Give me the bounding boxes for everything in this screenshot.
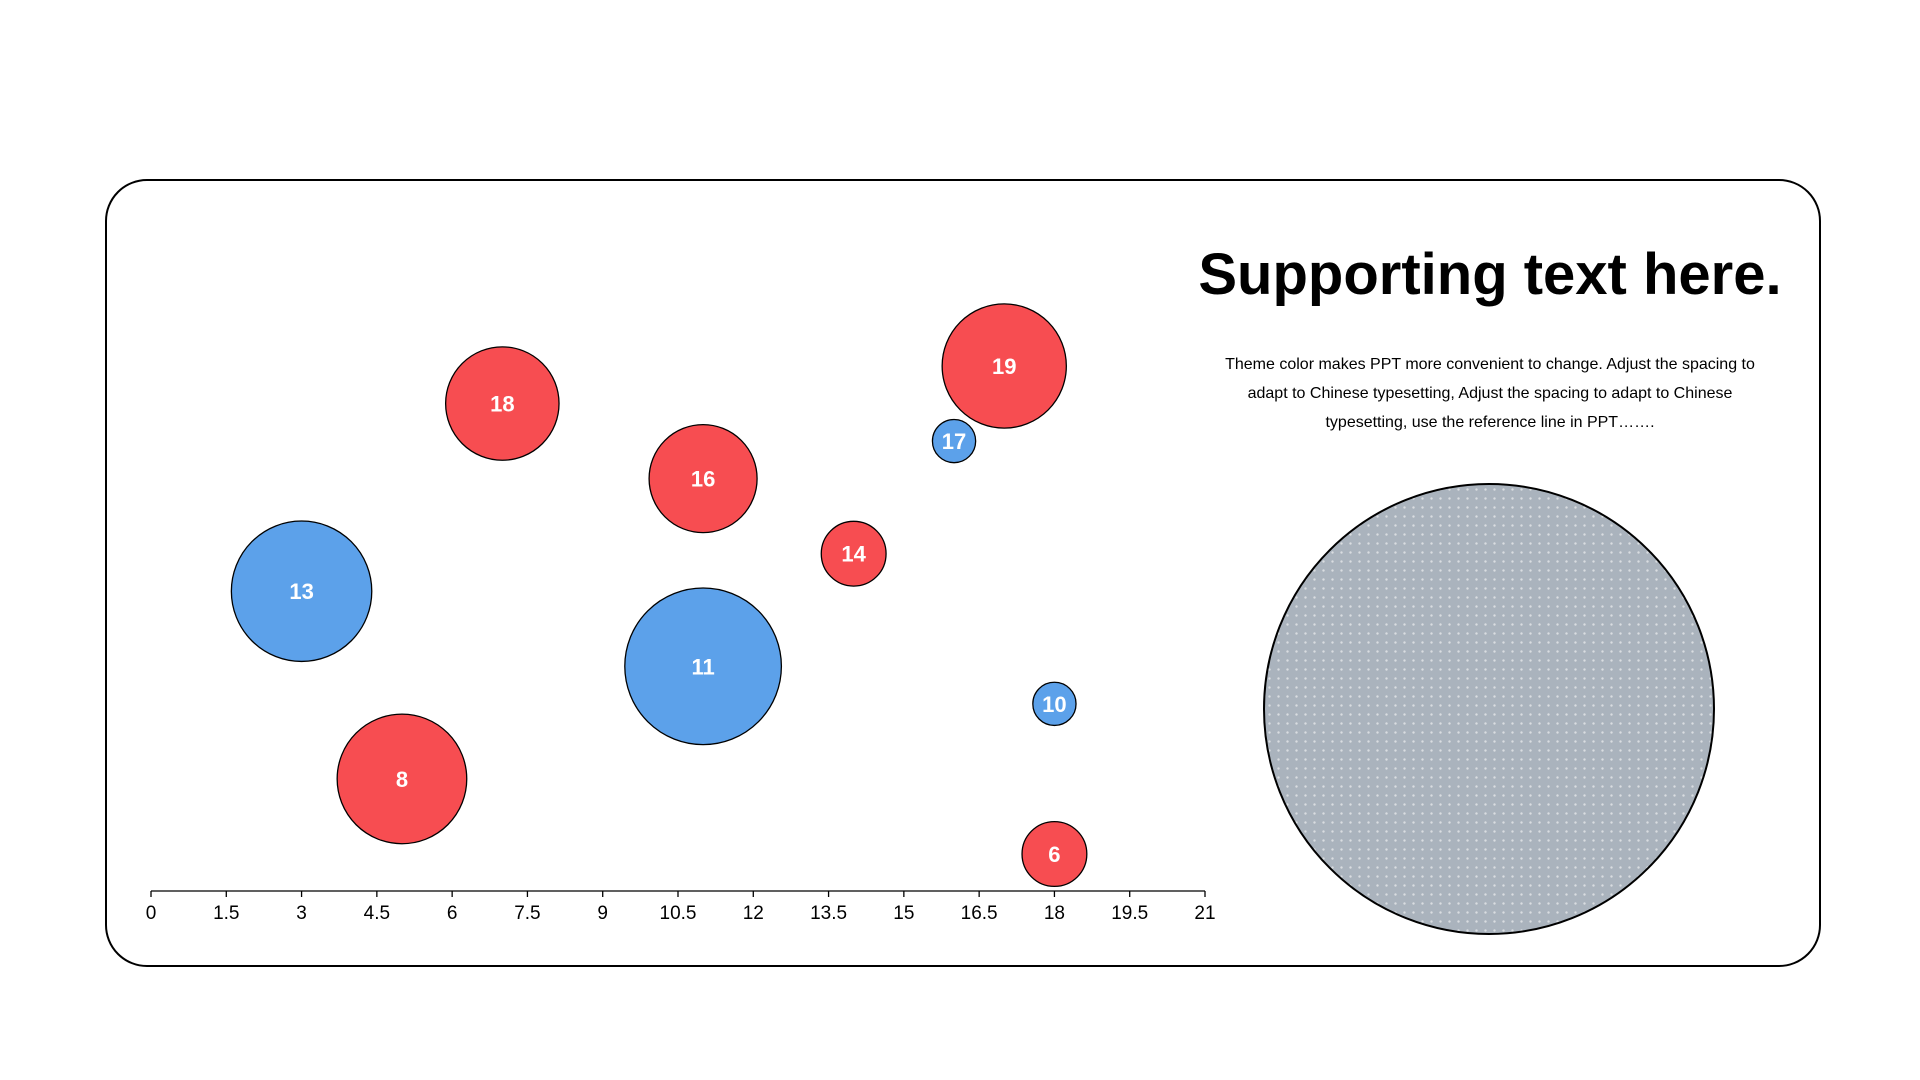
x-tick-label: 12 bbox=[743, 903, 764, 924]
bubble-16: 16 bbox=[648, 423, 758, 534]
x-tick-label: 3 bbox=[296, 903, 307, 924]
x-tick-label: 7.5 bbox=[514, 903, 540, 924]
bubble-label: 13 bbox=[289, 579, 313, 604]
bubble-label: 16 bbox=[691, 467, 715, 492]
bubble-circle bbox=[1032, 681, 1077, 727]
bubble-11: 11 bbox=[624, 587, 783, 746]
bubble-18: 18 bbox=[444, 346, 560, 461]
bubble-circle bbox=[820, 520, 887, 587]
x-tick-label: 0 bbox=[146, 903, 157, 924]
x-tick-label: 16.5 bbox=[961, 903, 998, 924]
bubble-circle bbox=[230, 520, 373, 663]
x-tick-label: 6 bbox=[447, 903, 458, 924]
bubble-14: 14 bbox=[820, 520, 887, 587]
bubble-label: 11 bbox=[691, 654, 714, 679]
x-tick-label: 1.5 bbox=[213, 903, 239, 924]
bubble-circle bbox=[931, 418, 977, 464]
bubble-circle bbox=[648, 423, 758, 534]
bubble-circle bbox=[336, 713, 468, 845]
bubble-label: 8 bbox=[396, 767, 408, 792]
x-tick-label: 9 bbox=[597, 903, 608, 924]
x-tick-label: 18 bbox=[1044, 903, 1065, 924]
picture-placeholder-circle bbox=[1263, 483, 1715, 935]
bubble-19: 19 bbox=[941, 303, 1067, 429]
bubble-label: 6 bbox=[1048, 842, 1060, 867]
bubble-label: 17 bbox=[942, 429, 966, 454]
bubble-8: 8 bbox=[336, 713, 468, 845]
bubble-label: 10 bbox=[1042, 692, 1066, 717]
bubble-6: 6 bbox=[1021, 820, 1088, 888]
bubble-10: 10 bbox=[1032, 681, 1077, 727]
bubble-label: 19 bbox=[992, 354, 1016, 379]
x-tick-label: 13.5 bbox=[810, 903, 847, 924]
bubble-13: 13 bbox=[230, 520, 373, 663]
x-tick-label: 15 bbox=[893, 903, 914, 924]
body-text: Theme color makes PPT more convenient to… bbox=[1225, 356, 1755, 431]
x-tick-label: 4.5 bbox=[364, 903, 390, 924]
bubble-circle bbox=[1021, 820, 1088, 888]
bubble-layer: 13 8 18 16 11 14 17 19 10 6 bbox=[230, 303, 1088, 888]
bubble-17: 17 bbox=[931, 418, 977, 464]
heading: Supporting text here. bbox=[1198, 242, 1782, 307]
x-tick-label: 10.5 bbox=[660, 903, 697, 924]
bubble-label: 18 bbox=[490, 392, 514, 417]
bubble-circle bbox=[624, 587, 783, 746]
bubble-circle bbox=[941, 303, 1067, 429]
bubble-circle bbox=[444, 346, 560, 461]
x-tick-label: 21 bbox=[1194, 903, 1215, 924]
x-tick-label: 19.5 bbox=[1111, 903, 1148, 924]
x-axis: 0 1.5 3 4.5 6 7.5 9 10.5 12 13.5 15 16.5 18 19.5 21 bbox=[146, 890, 1216, 924]
bubble-label: 14 bbox=[841, 542, 866, 567]
